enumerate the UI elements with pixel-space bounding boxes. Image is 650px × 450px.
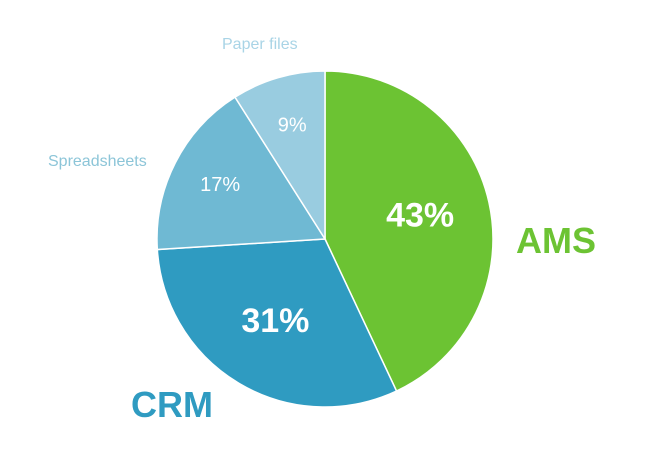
pie-percent-label-spreadsheets: 17% xyxy=(200,174,240,196)
pie-percent-labels: 43% 31% 17% 9% xyxy=(200,114,454,340)
pie-slice-crm xyxy=(156,238,398,408)
pie-slice-paper-files xyxy=(233,70,326,242)
pie-slice-spreadsheets xyxy=(156,96,327,251)
pie-slices xyxy=(156,70,494,408)
pie-percent-label-crm: 31% xyxy=(241,302,309,340)
slice-label-ams: AMS xyxy=(516,220,596,261)
pie-slice-ams xyxy=(324,70,494,393)
slice-label-paper-files: Paper files xyxy=(222,36,298,53)
slice-label-crm: CRM xyxy=(131,384,213,425)
pie-percent-label-ams: 43% xyxy=(386,197,454,235)
pie-percent-label-paper-files: 9% xyxy=(278,114,307,136)
slice-label-spreadsheets: Spreadsheets xyxy=(48,153,147,170)
